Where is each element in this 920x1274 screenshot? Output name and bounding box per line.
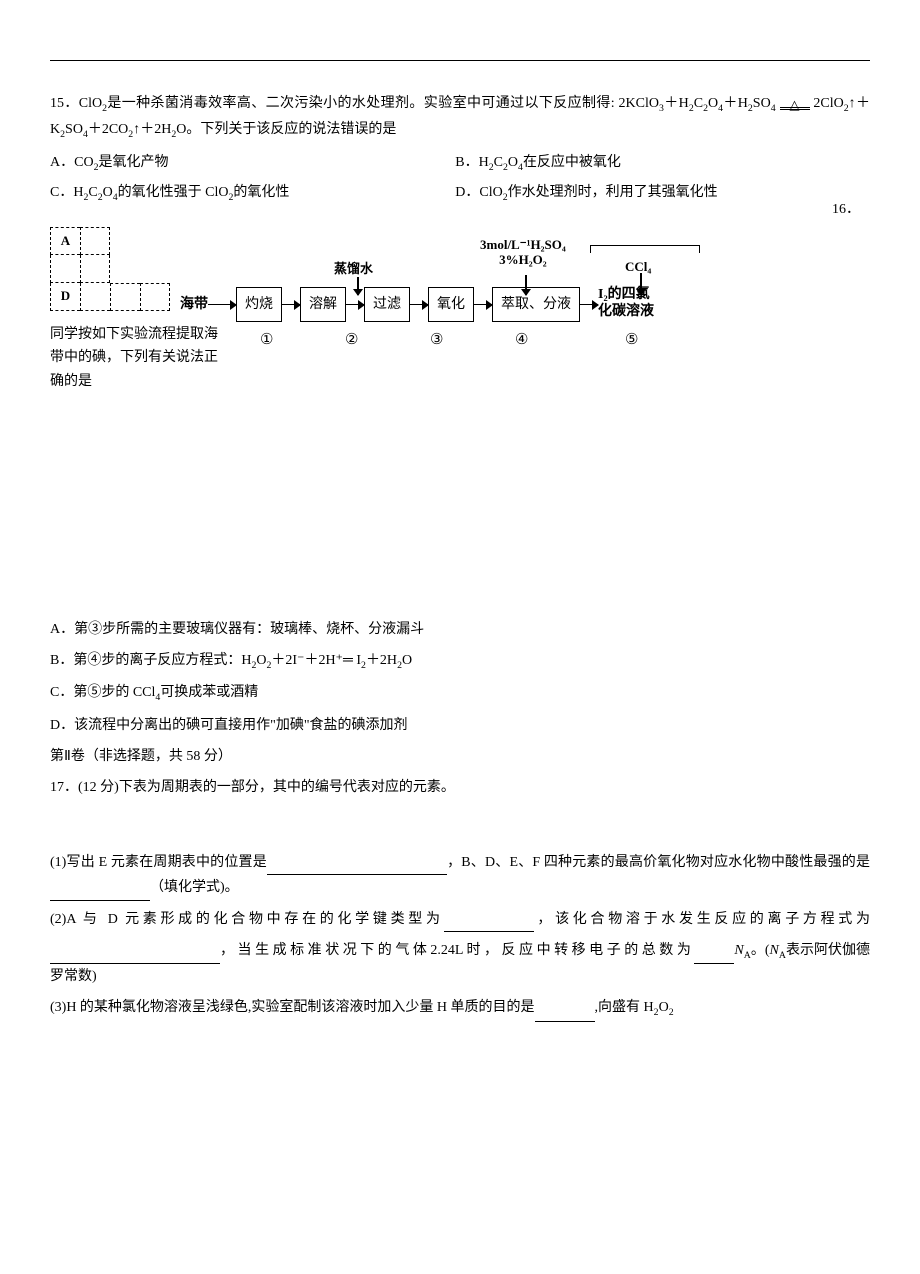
arrow-right-icon [474,304,492,306]
q16-option-b: B．第④步的离子反应方程式：H2O2＋2I⁻＋2H⁺═ I2＋2H2O [50,648,870,674]
label-ccl4: CCl₄ [625,255,651,278]
flow-output: I₂的四氯 化碳溶液 [598,287,654,321]
step-number-3: ③ [430,327,443,354]
flow-box-5: 萃取、分液 [492,287,580,322]
flow-box-3: 过滤 [364,287,410,322]
label-distilled-water: 蒸馏水 [334,257,373,280]
q17-header: 17．(12 分)下表为周期表的一部分，其中的编号代表对应的元素。 [50,775,870,800]
periodic-table-fragment: A D [50,227,170,322]
q15-option-d: D．ClO2作水处理剂时，利用了其强氧化性 [455,180,857,206]
question-16: 16． A D 蒸馏水 3mol/L⁻¹H₂SO₄ 3%H₂O₂ CCl₄ 海带 [50,227,870,738]
blank-field[interactable] [535,1005,595,1022]
step-number-2: ② [345,327,358,354]
q17-part1: (1)写出 E 元素在周期表中的位置是，B、D、E、F 四种元素的最高价氧化物对… [50,850,870,900]
q15-number: 15． [50,96,79,111]
question-17: 17．(12 分)下表为周期表的一部分，其中的编号代表对应的元素。 (1)写出 … [50,775,870,1022]
arrow-right-icon [410,304,428,306]
blank-field[interactable] [50,947,220,964]
q15-stem: 15．ClO2是一种杀菌消毒效率高、二次污染小的水处理剂。实验室中可通过以下反应… [50,91,870,144]
flow-box-2: 溶解 [300,287,346,322]
flow-box-1: 灼烧 [236,287,282,322]
q15-option-b: B．H2C2O4在反应中被氧化 [455,150,857,176]
q17-part2b: ， 当 生 成 标 准 状 况 下 的 气 体 2.24L 时 ， 反 应 中 … [50,938,870,990]
step-number-1: ① [260,327,273,354]
q16-option-a: A．第③步所需的主要玻璃仪器有：玻璃棒、烧杯、分液漏斗 [50,617,870,642]
reaction-condition-icon: △ [780,98,810,110]
question-15: 15．ClO2是一种杀菌消毒效率高、二次污染小的水处理剂。实验室中可通过以下反应… [50,91,870,207]
label-h2so4: 3mol/L⁻¹H₂SO₄ 3%H₂O₂ [480,237,566,268]
flow-diagram: A D 蒸馏水 3mol/L⁻¹H₂SO₄ 3%H₂O₂ CCl₄ 海带 灼烧 … [50,227,870,387]
ptable-cell-a: A [50,227,80,255]
arrow-right-icon [208,304,236,306]
blank-field[interactable] [267,859,447,876]
flow-start: 海带 [180,292,208,317]
blank-field[interactable] [50,884,150,901]
q15-option-a: A．CO2是氧化产物 [50,150,452,176]
blank-field[interactable] [444,915,534,932]
bracket-icon [590,245,700,253]
step-number-4: ④ [515,327,528,354]
q16-option-d: D．该流程中分离出的碘可直接用作"加碘"食盐的碘添加剂 [50,713,870,738]
q16-option-c: C．第⑤步的 CCl4可换成苯或酒精 [50,680,870,706]
ptable-cell-d: D [50,283,80,311]
q16-number: 16． [832,197,860,222]
arrow-right-icon [580,304,598,306]
q17-part3: (3)H 的某种氯化物溶液呈浅绿色,实验室配制该溶液时加入少量 H 单质的目的是… [50,995,870,1021]
flow-box-4: 氧化 [428,287,474,322]
section-2-header: 第Ⅱ卷（非选择题，共 58 分） [50,744,870,769]
arrow-right-icon [282,304,300,306]
q16-stem-text: 同学按如下实验流程提取海带中的碘，下列有关说法正确的是 [50,323,230,394]
q17-part2: (2)A 与 D 元素形成的化合物中存在的化学键类型为，该化合物溶于水发生反应的… [50,907,870,932]
q15-option-c: C．H2C2O4的氧化性强于 ClO2的氧化性 [50,180,452,206]
arrow-right-icon [346,304,364,306]
blank-field[interactable] [694,947,734,964]
step-number-5: ⑤ [625,327,638,354]
